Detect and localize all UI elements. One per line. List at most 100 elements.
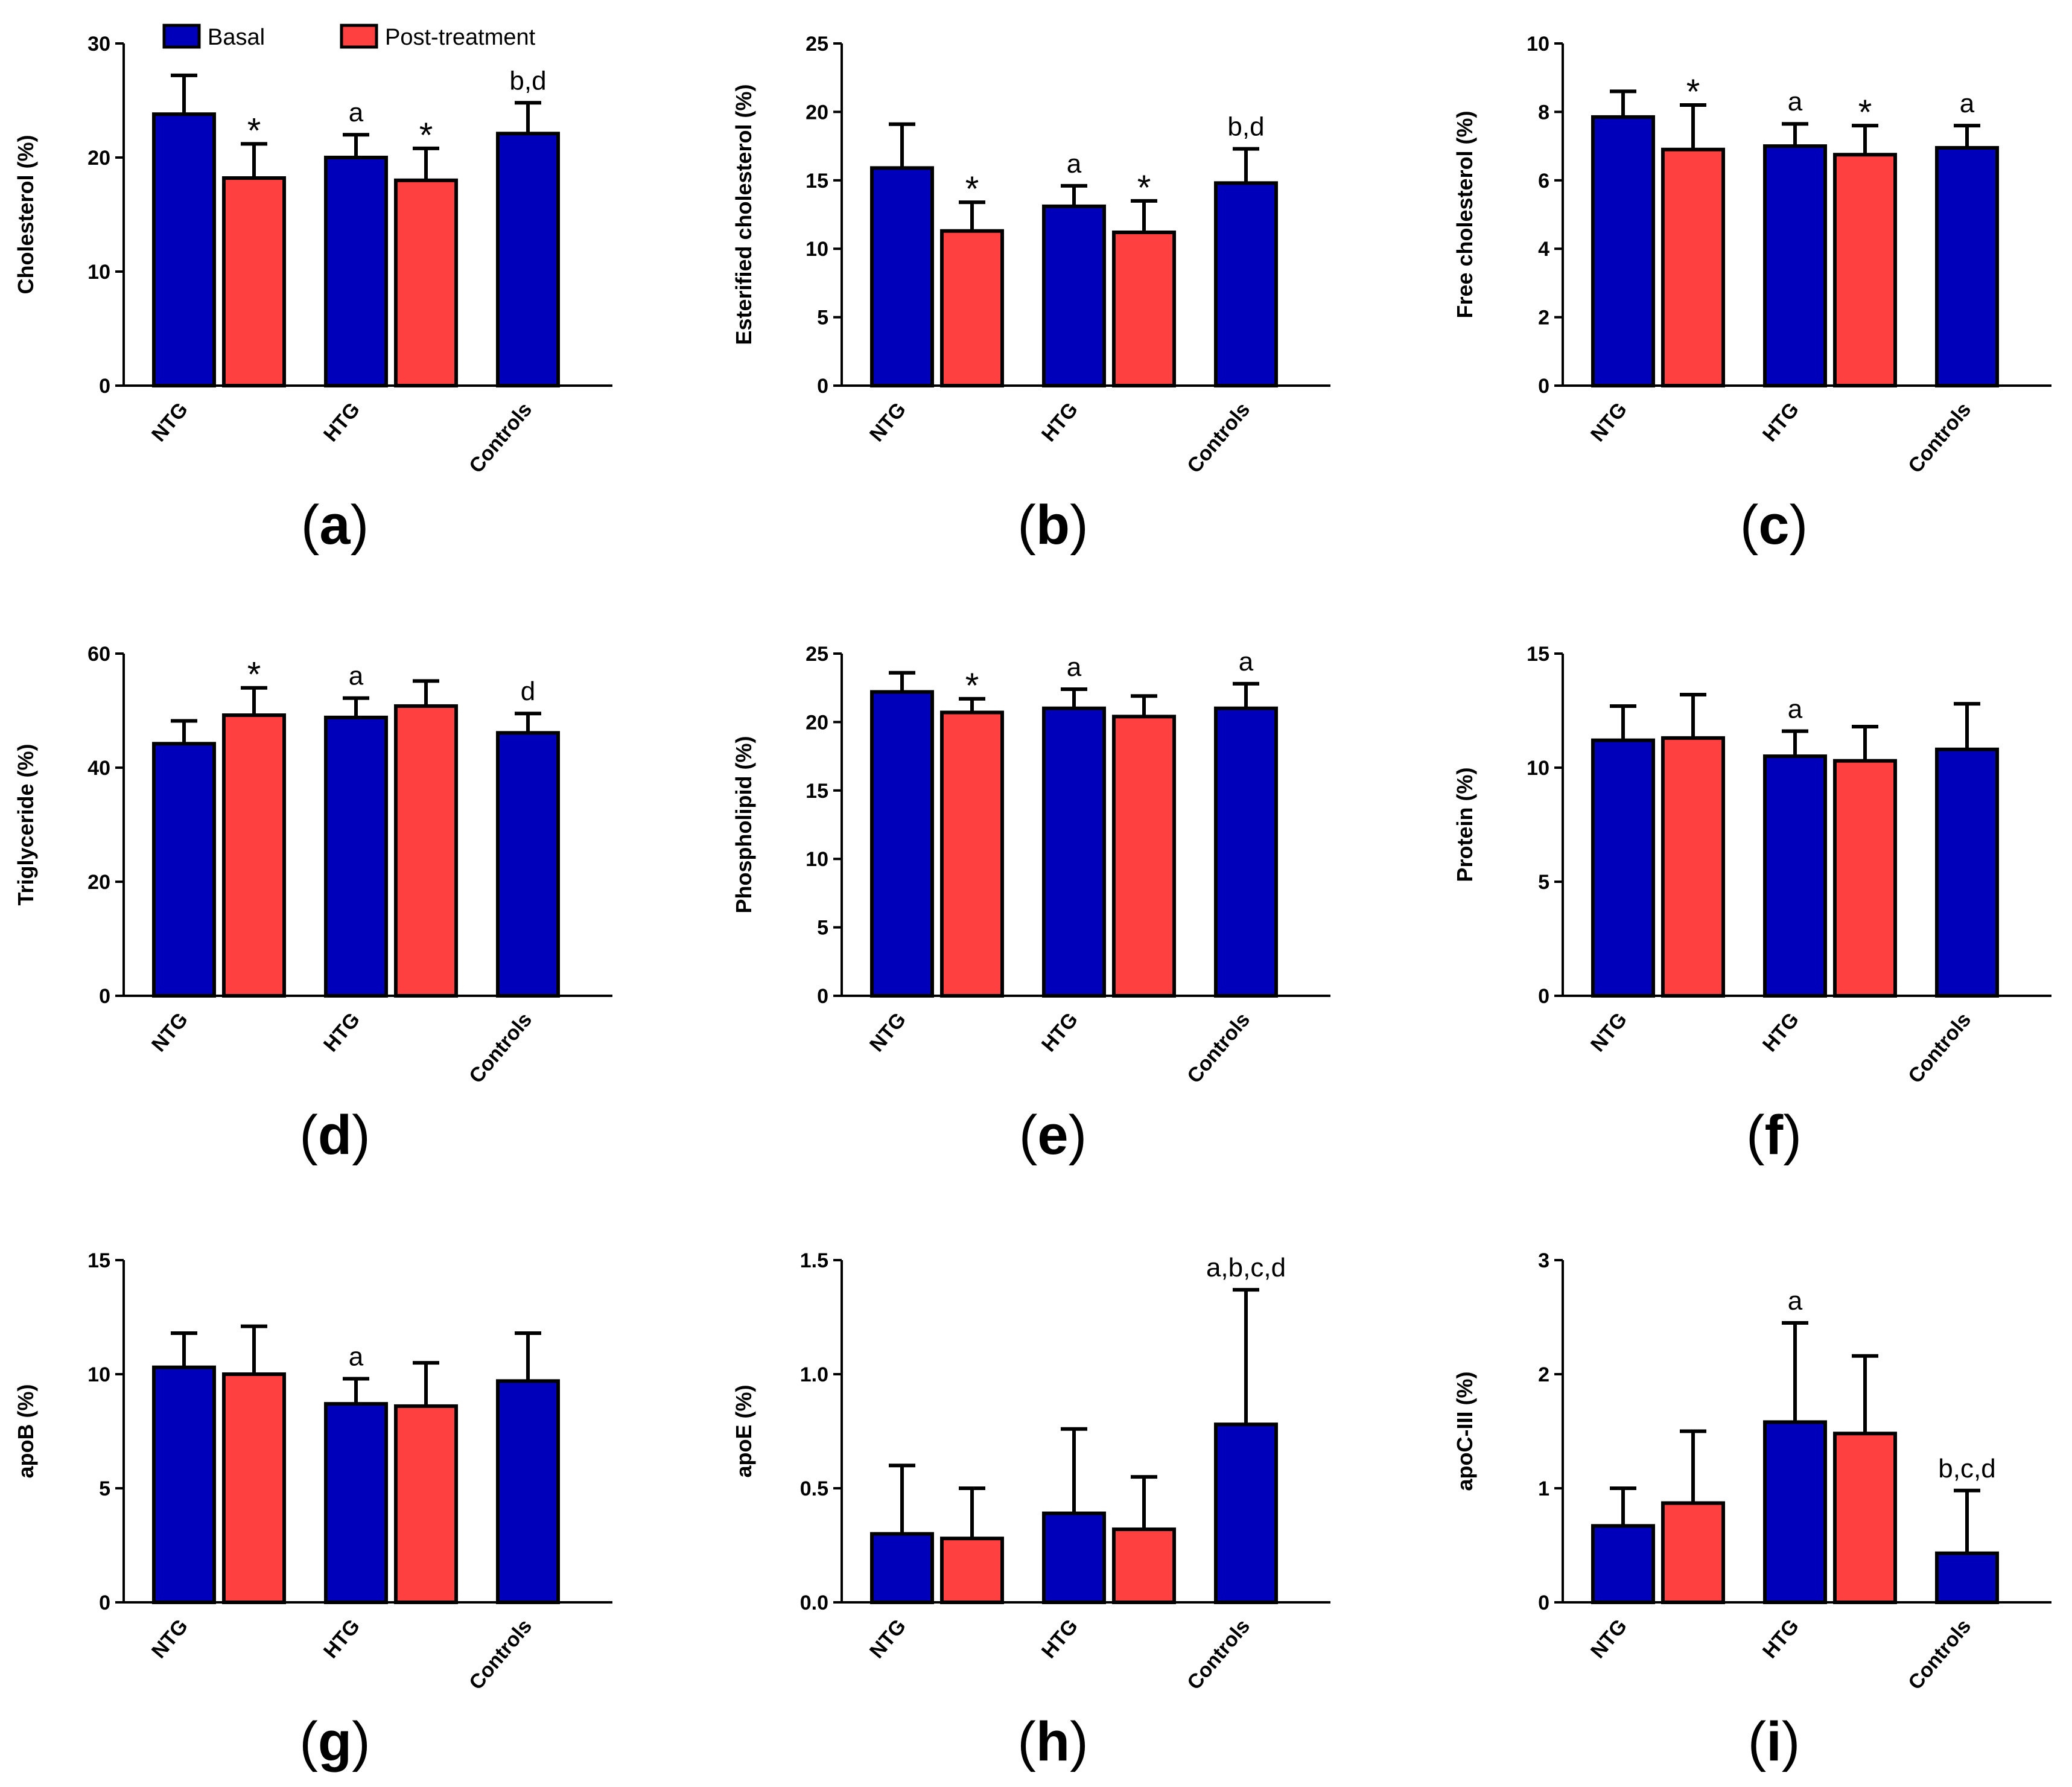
significance-label: * <box>419 116 433 155</box>
bar-basal-ntg <box>1591 1524 1655 1605</box>
bar-post-htg <box>1833 153 1897 387</box>
y-axis-label: apoE (%) <box>731 1384 756 1477</box>
y-tick-label: 2 <box>1538 307 1549 330</box>
bar-basal-controls <box>1935 145 1999 387</box>
panel-letter-close: ) <box>352 1711 370 1773</box>
y-tick-label: 3 <box>1538 1249 1549 1272</box>
category-label: Controls <box>465 1615 536 1695</box>
y-tick-label: 0 <box>1538 985 1549 1008</box>
y-tick-label: 0 <box>817 985 828 1008</box>
panel-letter-close: ) <box>1782 1711 1800 1773</box>
significance-label: b,d <box>1227 112 1264 142</box>
panel-letter-close: ) <box>1070 494 1088 556</box>
bar-basal-htg <box>1042 1511 1106 1605</box>
category-label: Controls <box>1904 1615 1975 1695</box>
y-tick-label: 20 <box>87 871 110 894</box>
y-tick-label: 0.0 <box>800 1591 828 1614</box>
bar-basal-ntg <box>152 1365 216 1604</box>
category-label: HTG <box>1037 1008 1082 1056</box>
significance-label: a <box>1788 1286 1803 1316</box>
legend-swatch-post-treatment <box>340 24 378 49</box>
bar-post-ntg <box>940 710 1004 998</box>
panel-letter-close: ) <box>1783 1104 1802 1166</box>
category-label: NTG <box>147 398 192 446</box>
panel-letter-id: f <box>1765 1104 1784 1166</box>
significance-label: a <box>1788 87 1803 116</box>
category-label: NTG <box>865 398 910 446</box>
bar-basal-htg <box>1763 144 1827 387</box>
panel-letter: (h) <box>1017 1711 1088 1773</box>
y-tick-label: 30 <box>87 33 110 56</box>
y-tick-label: 0.5 <box>800 1477 828 1500</box>
y-tick-label: 10 <box>1527 757 1549 780</box>
panel-letter: (i) <box>1748 1711 1800 1773</box>
bar-basal-ntg <box>1591 738 1655 998</box>
category-label: NTG <box>147 1615 192 1663</box>
bar-post-htg <box>394 704 458 998</box>
panel-g: 0 5 10 15 apoB (%) a NTG HTG Controls (g) <box>13 1249 612 1773</box>
category-label: Controls <box>1904 398 1975 478</box>
category-label: HTG <box>1037 1615 1082 1663</box>
panel-letter-open: ( <box>299 1104 318 1166</box>
panel-letter-id: h <box>1036 1711 1070 1773</box>
y-tick-label: 0 <box>817 375 828 398</box>
bar-post-ntg <box>940 1537 1004 1604</box>
panel-letter: (f) <box>1746 1104 1802 1166</box>
y-tick-label: 0 <box>99 1591 110 1614</box>
y-tick-label: 10 <box>806 848 828 871</box>
y-tick-label: 5 <box>1538 871 1549 894</box>
significance-label: * <box>247 111 261 150</box>
panel-letter-id: e <box>1037 1104 1068 1166</box>
significance-label: a,b,c,d <box>1206 1253 1286 1282</box>
legend-label: Basal <box>208 25 265 50</box>
bar-post-ntg <box>222 713 286 998</box>
category-label: Controls <box>1183 398 1254 478</box>
significance-label: a <box>1960 89 1975 118</box>
y-tick-label: 0 <box>1538 375 1549 398</box>
category-label: NTG <box>865 1008 910 1056</box>
panel-letter-close: ) <box>1790 494 1808 556</box>
legend: Basal Post-treatment <box>162 24 536 50</box>
panel-letter: (g) <box>299 1711 370 1773</box>
y-tick-label: 25 <box>806 33 828 56</box>
category-label: HTG <box>1758 1615 1803 1663</box>
panel-letter-close: ) <box>351 494 369 556</box>
panel-letter-close: ) <box>1070 1711 1088 1773</box>
panel-letter-open: ( <box>1740 494 1759 556</box>
y-tick-label: 4 <box>1538 238 1549 261</box>
panel-letter: (b) <box>1017 494 1088 556</box>
y-tick-label: 40 <box>87 757 110 780</box>
panel-letter-id: g <box>318 1711 352 1773</box>
panel-letter: (a) <box>301 494 369 556</box>
y-tick-label: 25 <box>806 643 828 666</box>
y-axis-label: apoB (%) <box>13 1384 38 1479</box>
legend-label: Post-treatment <box>385 25 536 50</box>
significance-label: a <box>1067 149 1082 179</box>
panel-i: 0 1 2 3 apoC-III (%) a b,c,d NTG HTG Controls (i) <box>1452 1249 2051 1773</box>
category-label: NTG <box>1586 1008 1632 1056</box>
bar-post-htg <box>394 1404 458 1604</box>
panel-f: 0 5 10 15 Protein (%) a NTG HTG Controls (f) <box>1452 643 2051 1166</box>
y-tick-label: 10 <box>87 261 110 284</box>
y-tick-label: 0 <box>99 375 110 398</box>
panel-letter-open: ( <box>1748 1711 1767 1773</box>
category-label: HTG <box>319 1615 364 1663</box>
y-tick-label: 5 <box>817 307 828 330</box>
panel-letter-open: ( <box>299 1711 318 1773</box>
significance-label: a <box>1239 647 1254 677</box>
panel-d: 0 20 40 60 Triglyceride (%) * a d NTG HTG Controls… <box>13 643 612 1166</box>
panel-letter: (c) <box>1740 494 1808 556</box>
panel-letter-id: a <box>319 494 351 556</box>
significance-label: a <box>349 98 364 127</box>
category-label: Controls <box>1904 1008 1975 1088</box>
bar-basal-htg <box>1763 1420 1827 1604</box>
bar-basal-htg <box>1042 204 1106 387</box>
y-tick-label: 5 <box>817 917 828 940</box>
bar-post-ntg <box>222 1372 286 1604</box>
y-axis-label: Protein (%) <box>1452 767 1477 882</box>
bar-post-htg <box>1833 1432 1897 1605</box>
y-tick-label: 0 <box>1538 1591 1549 1614</box>
y-tick-label: 10 <box>87 1363 110 1386</box>
bar-basal-ntg <box>152 112 216 387</box>
